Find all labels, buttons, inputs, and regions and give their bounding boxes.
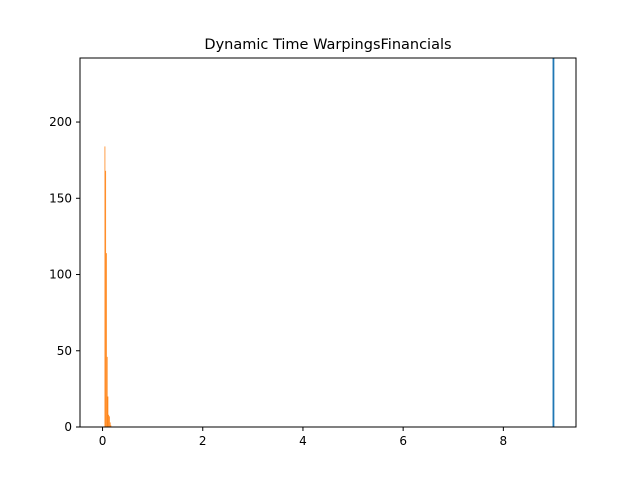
histogram-bar-7 xyxy=(109,422,111,427)
histogram-bar-8 xyxy=(110,425,112,427)
plot-frame xyxy=(79,57,577,428)
histogram-bar-1 xyxy=(105,170,107,427)
y-tick-label-150: 150 xyxy=(49,191,72,205)
x-tick-label-8: 8 xyxy=(500,434,508,448)
x-tick-label-0: 0 xyxy=(99,434,107,448)
y-axis-ticks: 0 50 100 150 200 xyxy=(49,115,80,434)
axes-frame xyxy=(79,57,577,428)
chart-title: Dynamic Time WarpingsFinancials xyxy=(204,37,451,53)
histogram-bar-2 xyxy=(106,253,107,427)
y-tick-label-200: 200 xyxy=(49,115,72,129)
x-axis-ticks: 0 2 4 6 8 xyxy=(99,427,507,448)
histogram-bar-3 xyxy=(106,356,108,427)
histogram-bar-4 xyxy=(107,396,109,427)
y-tick-label-50: 50 xyxy=(57,344,72,358)
histogram-bars xyxy=(104,146,112,427)
histogram-bar-0 xyxy=(104,146,106,427)
y-tick-label-0: 0 xyxy=(64,420,72,434)
x-tick-label-4: 4 xyxy=(299,434,307,448)
x-tick-label-6: 6 xyxy=(399,434,407,448)
y-tick-label-100: 100 xyxy=(49,268,72,282)
histogram-bar-6 xyxy=(109,416,110,427)
x-tick-label-2: 2 xyxy=(199,434,207,448)
histogram-bar-5 xyxy=(108,414,110,427)
